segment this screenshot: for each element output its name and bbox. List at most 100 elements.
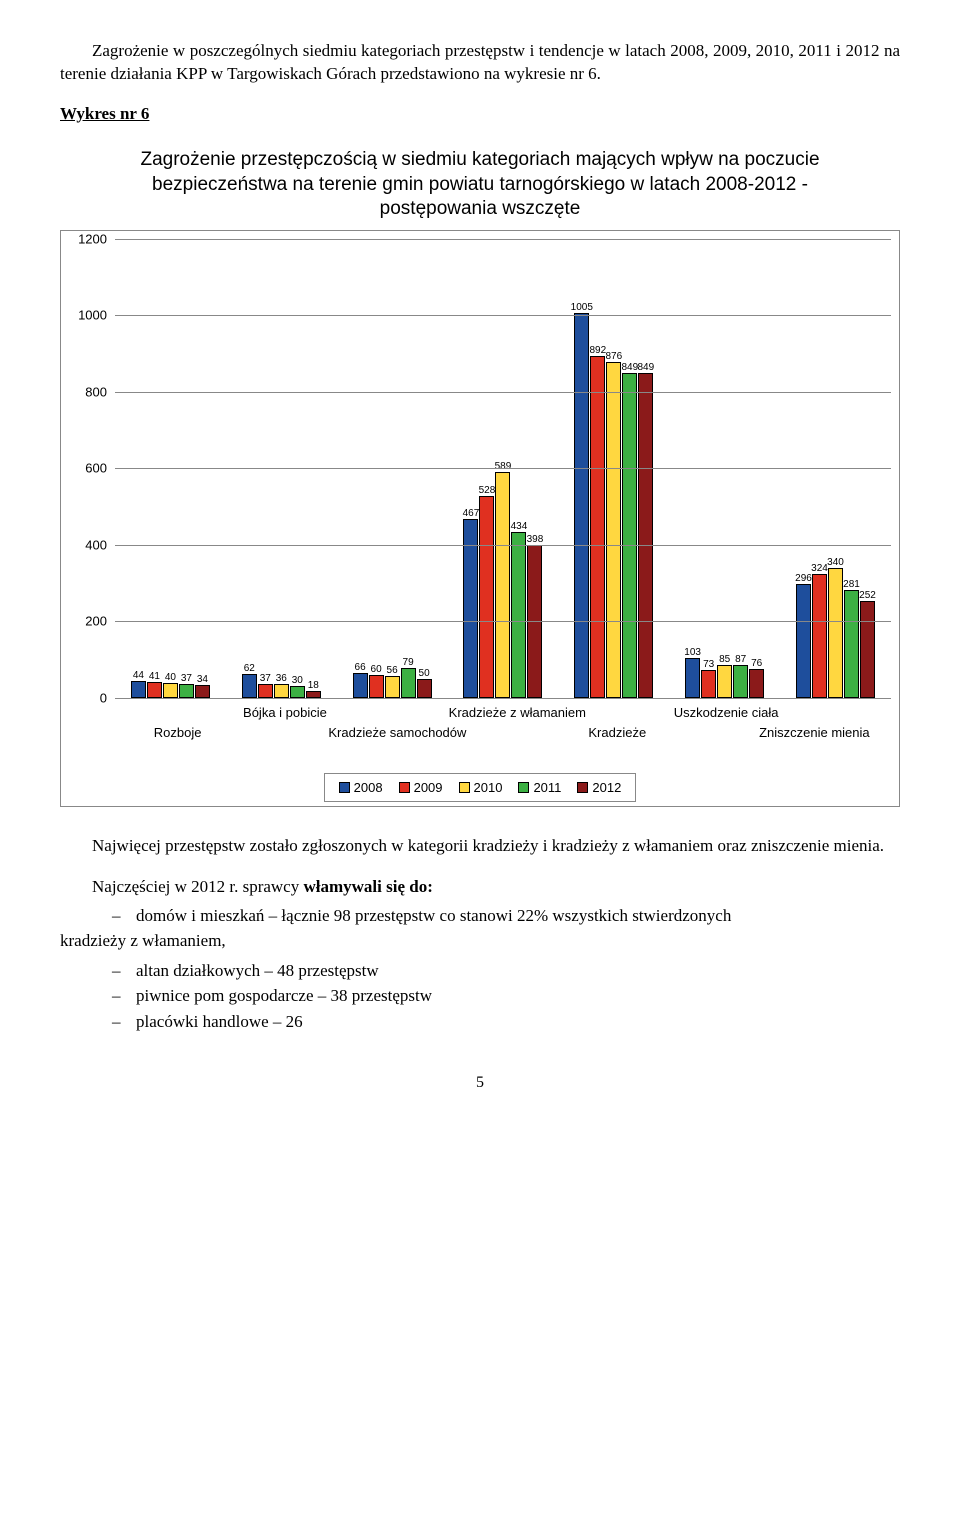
bar: 434	[511, 532, 526, 698]
bar: 41	[147, 682, 162, 698]
legend-swatch	[339, 782, 350, 793]
x-label: Rozboje	[154, 725, 202, 740]
bar: 252	[860, 601, 875, 698]
legend-swatch	[459, 782, 470, 793]
y-axis-tick: 600	[85, 461, 115, 476]
bullet-list: domów i mieszkań – łącznie 98 przestępst…	[60, 903, 900, 929]
bar-value-label: 41	[149, 671, 160, 682]
bar: 37	[179, 684, 194, 698]
bar-value-label: 37	[260, 673, 271, 684]
bar-value-label: 36	[276, 673, 287, 684]
legend-label: 2009	[414, 780, 443, 795]
bar-value-label: 876	[605, 351, 622, 362]
bar-value-label: 340	[827, 557, 844, 568]
grid-line	[115, 239, 891, 240]
bar: 18	[306, 691, 321, 698]
bar: 60	[369, 675, 384, 698]
page-number: 5	[60, 1074, 900, 1092]
chart-plot: 4441403734623736301866605679504675285894…	[115, 239, 891, 699]
legend-swatch	[577, 782, 588, 793]
x-label: Zniszczenie mienia	[759, 725, 870, 740]
bar-value-label: 18	[308, 680, 319, 691]
list-item: altan działkowych – 48 przestępstw	[60, 958, 900, 984]
bar-group: 4441403734	[131, 681, 210, 698]
bar: 76	[749, 669, 764, 698]
y-axis-tick: 400	[85, 537, 115, 552]
legend-label: 2011	[533, 780, 561, 795]
bar-value-label: 60	[371, 664, 382, 675]
bar: 589	[495, 472, 510, 698]
y-axis-tick: 200	[85, 614, 115, 629]
bar-value-label: 281	[843, 579, 860, 590]
chart-area: 4441403734623736301866605679504675285894…	[115, 239, 891, 759]
bar: 892	[590, 356, 605, 698]
x-label: Kradzieże	[588, 725, 646, 740]
bar: 296	[796, 584, 811, 697]
x-label: Kradzieże z włamaniem	[449, 705, 586, 720]
y-axis-tick: 1200	[78, 231, 115, 246]
bar-value-label: 34	[197, 674, 208, 685]
x-label: Bójka i pobicie	[243, 705, 327, 720]
bar-value-label: 398	[527, 534, 544, 545]
summary-paragraph: Najwięcej przestępstw zostało zgłoszonyc…	[60, 835, 900, 858]
bar-value-label: 56	[387, 665, 398, 676]
y-axis-tick: 0	[100, 690, 115, 705]
y-axis-tick: 800	[85, 384, 115, 399]
bar: 62	[242, 674, 257, 698]
bar-value-label: 434	[511, 521, 528, 532]
bar: 30	[290, 686, 305, 698]
list-intro-prefix: Najczęściej w 2012 r. sprawcy	[92, 877, 303, 896]
bar-value-label: 467	[463, 508, 480, 519]
bullet-list: altan działkowych – 48 przestępstw piwni…	[60, 958, 900, 1035]
grid-line	[115, 468, 891, 469]
bar-value-label: 40	[165, 672, 176, 683]
bar: 34	[195, 685, 210, 698]
bar: 324	[812, 574, 827, 698]
bar-group: 467528589434398	[463, 472, 542, 698]
bar-value-label: 87	[735, 654, 746, 665]
bar-value-label: 76	[751, 658, 762, 669]
bar: 85	[717, 665, 732, 698]
list-item: piwnice pom gospodarcze – 38 przestępstw	[60, 983, 900, 1009]
bar-value-label: 892	[589, 345, 606, 356]
bar-value-label: 62	[244, 663, 255, 674]
bar-group: 10373858776	[685, 658, 764, 697]
bar-value-label: 30	[292, 675, 303, 686]
bar: 87	[733, 665, 748, 698]
y-axis-tick: 1000	[78, 308, 115, 323]
bar: 103	[685, 658, 700, 697]
x-axis-labels: Bójka i pobicie Kradzieże z włamaniem Us…	[115, 699, 891, 759]
bar-value-label: 528	[479, 485, 496, 496]
bar-group: 1005892876849849	[574, 313, 653, 698]
bar-value-label: 85	[719, 654, 730, 665]
list-item: placówki handlowe – 26	[60, 1009, 900, 1035]
legend-item: 2010	[459, 780, 503, 795]
legend-label: 2010	[474, 780, 503, 795]
bar-value-label: 252	[859, 590, 876, 601]
bar: 340	[828, 568, 843, 698]
bar: 56	[385, 676, 400, 697]
bar-group: 6237363018	[242, 674, 321, 698]
legend-swatch	[399, 782, 410, 793]
list-item-continuation: kradzieży z włamaniem,	[60, 928, 900, 954]
bar-value-label: 66	[355, 662, 366, 673]
bar: 73	[701, 670, 716, 698]
chart-container: 4441403734623736301866605679504675285894…	[60, 230, 900, 807]
bar: 36	[274, 684, 289, 698]
grid-line	[115, 621, 891, 622]
bar-value-label: 849	[621, 362, 638, 373]
bar: 37	[258, 684, 273, 698]
legend-item: 2012	[577, 780, 621, 795]
chart-title: Zagrożenie przestępczością w siedmiu kat…	[140, 148, 820, 222]
x-label: Uszkodzenie ciała	[674, 705, 779, 720]
bar: 40	[163, 683, 178, 698]
bar-value-label: 79	[403, 657, 414, 668]
bar-group: 296324340281252	[796, 568, 875, 698]
list-item: domów i mieszkań – łącznie 98 przestępst…	[60, 903, 900, 929]
list-intro: Najczęściej w 2012 r. sprawcy włamywali …	[60, 876, 900, 899]
legend-label: 2008	[354, 780, 383, 795]
bar-value-label: 324	[811, 563, 828, 574]
legend-label: 2012	[592, 780, 621, 795]
list-intro-bold: włamywali się do:	[303, 877, 432, 896]
bar-value-label: 37	[181, 673, 192, 684]
